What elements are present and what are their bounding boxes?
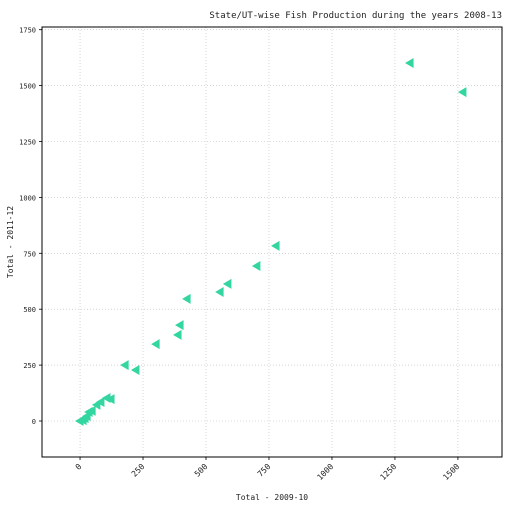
x-tick-label: 0: [74, 462, 84, 472]
point: [405, 58, 414, 69]
plot-frame: [41, 26, 503, 458]
point: [175, 320, 184, 331]
x-axis-label: Total - 2009-10: [236, 493, 308, 502]
y-tick-label: 750: [23, 250, 36, 258]
point: [173, 329, 182, 340]
point: [457, 87, 467, 98]
point: [215, 286, 224, 297]
point: [130, 365, 140, 376]
point: [91, 399, 101, 410]
point: [101, 392, 111, 403]
y-tick-label: 0: [32, 418, 36, 426]
y-tick-label: 1000: [19, 194, 36, 202]
point: [222, 278, 232, 289]
chart-title: State/UT-wise Fish Production during the…: [209, 11, 502, 21]
point: [271, 240, 280, 251]
y-tick-label: 1750: [19, 27, 36, 35]
point: [151, 339, 160, 350]
point: [251, 261, 261, 272]
point: [75, 415, 84, 426]
y-tick-label: 250: [23, 362, 36, 370]
y-axis-label: Total - 2011-12: [6, 206, 15, 278]
y-tick-label: 500: [23, 306, 36, 314]
y-tick-label: 1250: [19, 138, 36, 146]
point: [182, 293, 191, 304]
point: [120, 360, 129, 371]
y-tick-label: 1500: [19, 83, 36, 91]
